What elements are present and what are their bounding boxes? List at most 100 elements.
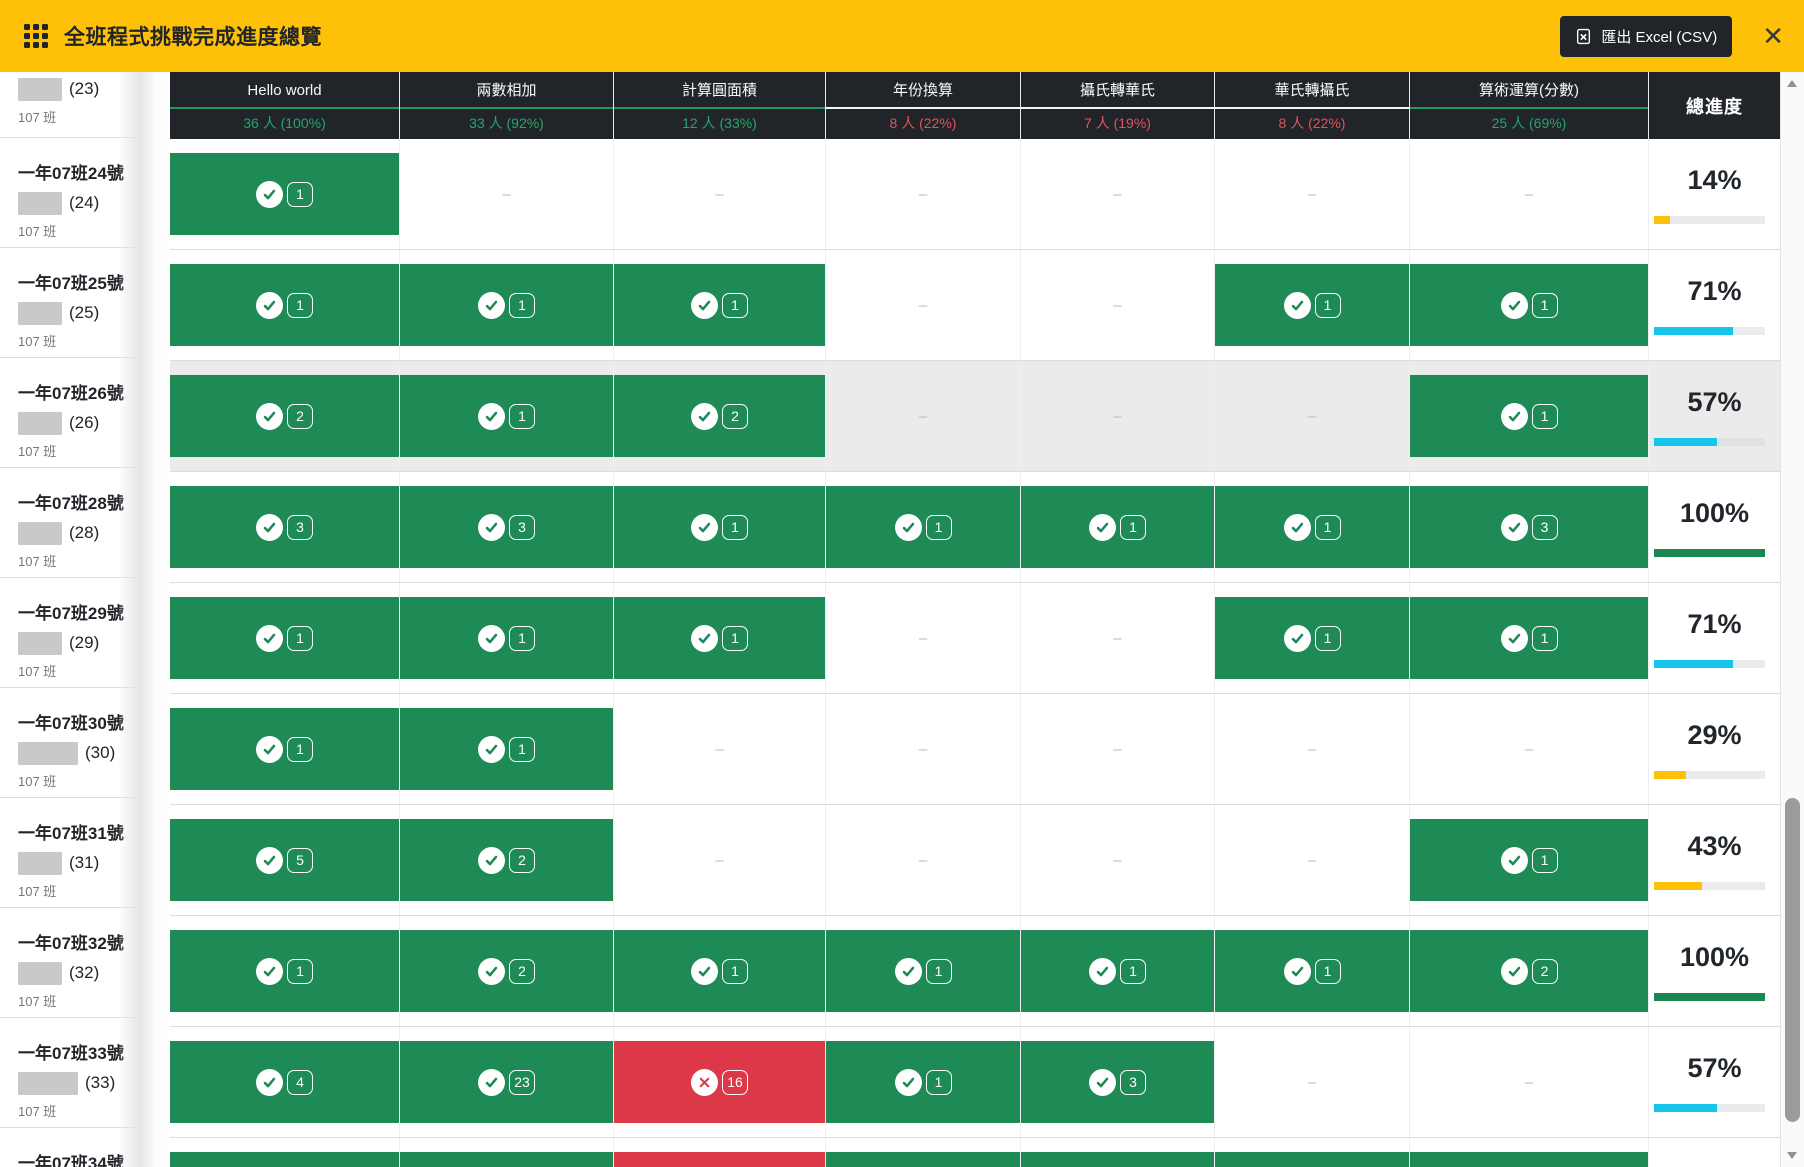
- challenge-cell-empty: –: [613, 694, 825, 804]
- progress-percent: 57%: [1687, 387, 1742, 417]
- pass-check-icon: [1500, 402, 1528, 430]
- column-completion-stat: 8 人 (22%): [1278, 115, 1346, 131]
- attempt-count-badge: 3: [1120, 1069, 1146, 1095]
- attempt-count-badge: 2: [722, 403, 748, 429]
- progress-bar-track: [1654, 993, 1765, 1001]
- attempt-count-badge: 4: [287, 1069, 313, 1095]
- table-column-header: Hello world 36 人 (100%): [170, 72, 399, 139]
- attempt-count-badge: 1: [925, 958, 952, 984]
- challenge-status-block: 1: [400, 264, 613, 346]
- pass-check-icon: [1283, 513, 1311, 541]
- progress-bar-track: [1654, 882, 1765, 890]
- total-progress-cell: 100%: [1648, 916, 1780, 1026]
- scrollbar-thumb[interactable]: [1785, 798, 1800, 1122]
- pass-check-icon: [256, 291, 283, 319]
- close-icon[interactable]: ✕: [1762, 21, 1784, 51]
- challenge-status-block: 1: [614, 930, 825, 1012]
- pass-check-icon: [894, 1068, 922, 1096]
- page-title: 全班程式挑戰完成進度總覽: [64, 26, 322, 49]
- attempt-count-badge: 1: [722, 514, 748, 540]
- challenge-status-block: 1: [1021, 930, 1214, 1012]
- challenge-cell: 2: [399, 916, 613, 1026]
- attempt-count-badge: 3: [509, 514, 535, 540]
- table-column-header: 計算圓面積 12 人 (33%): [613, 72, 825, 139]
- vertical-scrollbar[interactable]: [1780, 72, 1804, 1167]
- pass-check-icon: [478, 624, 505, 652]
- challenge-cell-empty: –: [1214, 1027, 1409, 1137]
- progress-bar-track: [1654, 327, 1765, 335]
- empty-dash: –: [715, 740, 724, 758]
- student-number: (29): [69, 633, 100, 652]
- student-class-line: 一年07班33號: [18, 1044, 124, 1063]
- challenge-cell-empty: –: [825, 361, 1020, 471]
- challenge-status-block: [1410, 1152, 1648, 1167]
- table-column-header: 算術運算(分數) 25 人 (69%): [1409, 72, 1648, 139]
- progress-bar-fill: [1654, 216, 1670, 224]
- column-completion-stat: 12 人 (33%): [682, 115, 757, 131]
- attempt-count-badge: 3: [287, 514, 313, 540]
- pass-check-icon: [691, 291, 718, 319]
- empty-dash: –: [918, 407, 928, 425]
- excel-file-icon: [1575, 28, 1592, 45]
- challenge-status-block: [400, 1152, 613, 1167]
- challenge-cell: 3: [399, 472, 613, 582]
- sidebar-item: 一年07班34號: [0, 1128, 170, 1167]
- grid-icon: [24, 24, 48, 48]
- challenge-cell: 1: [399, 250, 613, 360]
- challenge-status-block: 1: [1215, 597, 1409, 679]
- total-progress-cell: 57%: [1648, 1027, 1780, 1137]
- challenge-status-block: 1: [400, 708, 613, 790]
- scroll-down-arrow-icon[interactable]: [1787, 1152, 1797, 1159]
- student-number: (23): [69, 79, 100, 98]
- student-number: (31): [69, 853, 100, 872]
- challenge-cell: 1: [1020, 916, 1214, 1026]
- attempt-count-badge: 1: [1314, 958, 1341, 984]
- student-class: 107 班: [18, 1104, 57, 1119]
- empty-dash: –: [1113, 185, 1122, 203]
- empty-dash: –: [918, 629, 928, 647]
- pass-check-icon: [256, 735, 283, 763]
- challenge-status-block: 1: [170, 708, 399, 790]
- redacted-name: [18, 961, 62, 985]
- empty-dash: –: [1113, 851, 1122, 869]
- empty-dash: –: [1113, 407, 1122, 425]
- attempt-count-badge: 1: [287, 625, 313, 651]
- challenge-status-block: 1: [826, 1041, 1020, 1123]
- pass-check-icon: [1089, 513, 1116, 541]
- challenge-cell: 1: [399, 361, 613, 471]
- export-excel-button[interactable]: 匯出 Excel (CSV): [1560, 15, 1733, 57]
- challenge-cell-empty: –: [1020, 583, 1214, 693]
- challenge-cell-empty: –: [1020, 361, 1214, 471]
- attempt-count-badge: 1: [1531, 847, 1558, 873]
- challenge-status-block: 1: [1410, 819, 1648, 901]
- progress-bar-fill: [1654, 438, 1718, 446]
- pass-check-icon: [478, 957, 505, 985]
- student-name-line: (31): [18, 848, 170, 878]
- progress-percent: 100%: [1679, 942, 1750, 972]
- challenge-status-block: [826, 1152, 1020, 1167]
- pass-check-icon: [256, 957, 283, 985]
- student-name-line: (24): [18, 188, 170, 218]
- student-class: 107 班: [18, 994, 57, 1009]
- challenge-cell: [613, 1138, 825, 1167]
- challenge-status-block: 1: [170, 597, 399, 679]
- challenge-status-block: 4: [170, 1041, 399, 1123]
- progress-bar-track: [1654, 1104, 1765, 1112]
- progress-bar-fill: [1654, 660, 1733, 668]
- pass-check-icon: [1500, 624, 1528, 652]
- student-name-line: (25): [18, 298, 170, 328]
- attempt-count-badge: 16: [722, 1069, 748, 1095]
- attempt-count-badge: 1: [509, 403, 535, 429]
- sidebar-item: 一年07班32號 (32) 107 班: [0, 908, 170, 1018]
- scroll-up-arrow-icon[interactable]: [1787, 80, 1797, 87]
- progress-table: Hello world 36 人 (100%) 兩數相加 33 人 (92%) …: [170, 72, 1780, 1167]
- challenge-status-block: 1: [1215, 930, 1409, 1012]
- challenge-status-block: 1: [1410, 264, 1648, 346]
- pass-check-icon: [478, 735, 505, 763]
- challenge-status-block: [1215, 1152, 1409, 1167]
- column-title: 年份換算: [826, 72, 1020, 109]
- student-class-line: 一年07班32號: [18, 934, 124, 953]
- attempt-count-badge: 1: [1120, 958, 1146, 984]
- challenge-cell: 1: [613, 916, 825, 1026]
- challenge-cell: 16: [613, 1027, 825, 1137]
